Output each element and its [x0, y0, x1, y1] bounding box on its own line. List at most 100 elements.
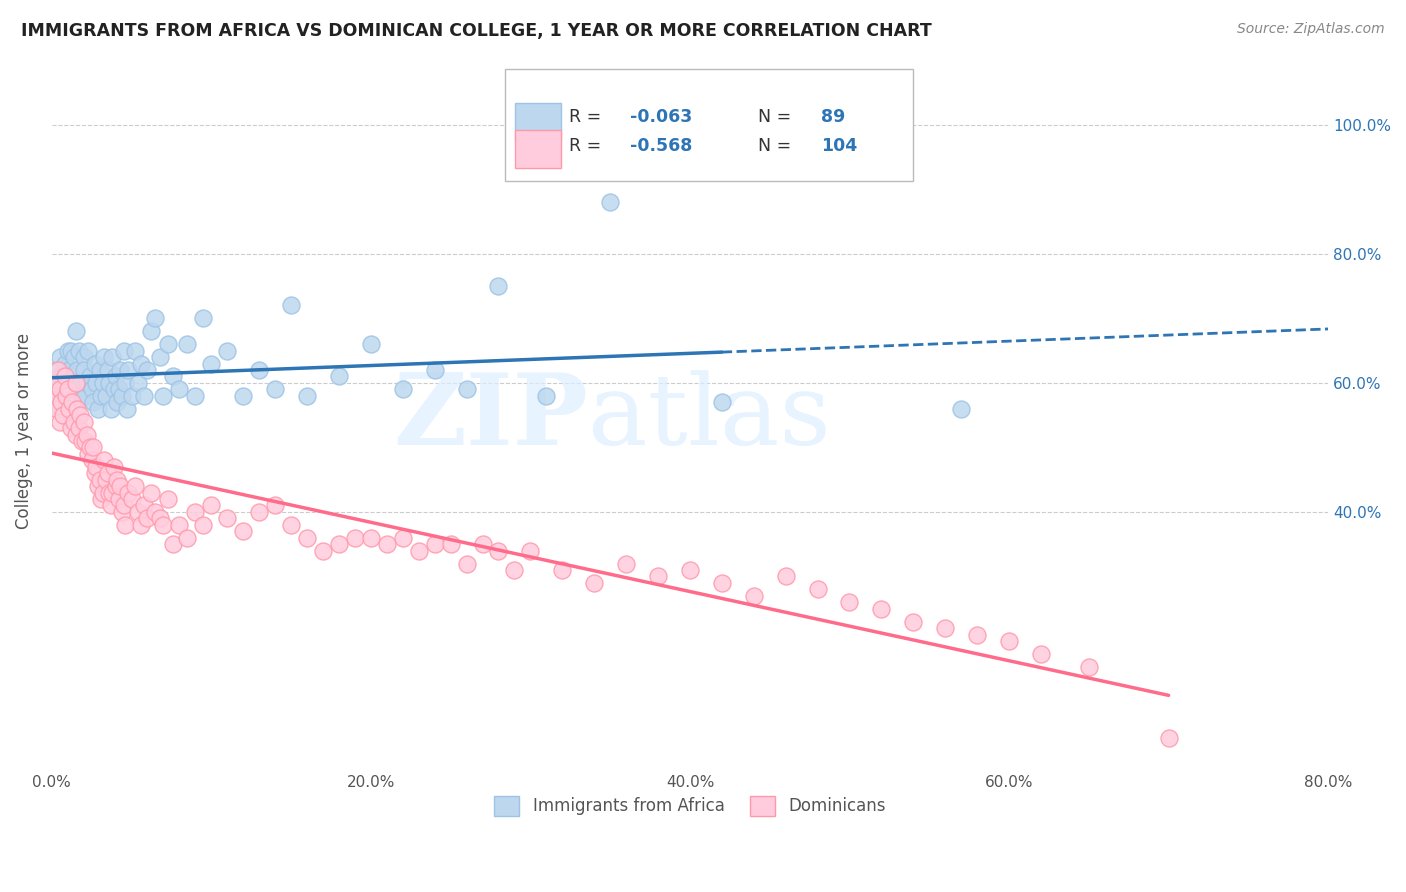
Point: [79, 369, 101, 384]
Point: [264, 499, 287, 513]
Text: R =: R =: [568, 137, 606, 155]
Point: [149, 350, 172, 364]
Point: [91, 485, 114, 500]
Point: [100, 499, 122, 513]
Point: [112, 343, 135, 358]
Point: [114, 376, 136, 390]
Point: [87, 401, 110, 416]
Point: [65, 324, 87, 338]
Point: [232, 389, 254, 403]
Point: [83, 467, 105, 481]
Point: [93, 453, 115, 467]
Point: [903, 615, 925, 629]
Point: [1029, 647, 1052, 661]
Point: [101, 350, 124, 364]
Point: [56, 382, 79, 396]
Point: [48, 415, 70, 429]
Point: [105, 395, 128, 409]
Point: [93, 350, 115, 364]
Point: [129, 517, 152, 532]
Y-axis label: College, 1 year or more: College, 1 year or more: [15, 334, 32, 529]
Point: [97, 363, 120, 377]
Point: [77, 343, 100, 358]
Point: [62, 369, 84, 384]
Point: [232, 524, 254, 539]
Point: [966, 627, 988, 641]
Text: R =: R =: [568, 108, 606, 126]
Point: [423, 537, 446, 551]
Point: [52, 382, 75, 396]
Point: [391, 531, 413, 545]
Point: [114, 517, 136, 532]
Point: [53, 369, 76, 384]
Point: [1157, 731, 1180, 745]
Text: IMMIGRANTS FROM AFRICA VS DOMINICAN COLLEGE, 1 YEAR OR MORE CORRELATION CHART: IMMIGRANTS FROM AFRICA VS DOMINICAN COLL…: [21, 22, 932, 40]
Point: [65, 401, 87, 416]
Point: [51, 369, 73, 384]
Point: [536, 389, 558, 403]
Point: [328, 369, 350, 384]
Point: [55, 376, 77, 390]
Point: [408, 543, 430, 558]
FancyBboxPatch shape: [515, 130, 561, 169]
Point: [456, 557, 478, 571]
Point: [58, 363, 80, 377]
Point: [98, 376, 121, 390]
Point: [127, 376, 149, 390]
Point: [52, 408, 75, 422]
Point: [134, 499, 156, 513]
Point: [488, 279, 510, 293]
Point: [176, 531, 198, 545]
Point: [162, 537, 184, 551]
Point: [91, 376, 114, 390]
Point: [134, 389, 156, 403]
Point: [127, 505, 149, 519]
Point: [110, 363, 132, 377]
Point: [63, 415, 86, 429]
Point: [101, 485, 124, 500]
Point: [157, 491, 180, 506]
Point: [117, 363, 139, 377]
Point: [360, 337, 382, 351]
Point: [89, 363, 111, 377]
Point: [100, 401, 122, 416]
Point: [139, 485, 162, 500]
Point: [58, 401, 80, 416]
Point: [838, 595, 860, 609]
Point: [124, 343, 146, 358]
Point: [110, 479, 132, 493]
Point: [86, 376, 108, 390]
Point: [94, 389, 117, 403]
Point: [280, 517, 302, 532]
FancyBboxPatch shape: [515, 103, 561, 141]
Point: [139, 324, 162, 338]
Point: [87, 479, 110, 493]
Point: [129, 357, 152, 371]
Point: [48, 382, 70, 396]
Point: [614, 557, 637, 571]
Point: [80, 382, 103, 396]
Point: [66, 382, 89, 396]
Point: [157, 337, 180, 351]
Point: [328, 537, 350, 551]
Point: [162, 369, 184, 384]
Point: [66, 401, 89, 416]
Point: [488, 543, 510, 558]
Point: [103, 459, 125, 474]
Point: [65, 427, 87, 442]
Point: [104, 479, 127, 493]
Text: N =: N =: [758, 137, 796, 155]
Point: [375, 537, 398, 551]
Point: [51, 395, 73, 409]
Point: [80, 453, 103, 467]
Point: [145, 311, 167, 326]
Point: [217, 343, 239, 358]
Point: [70, 389, 93, 403]
Point: [42, 376, 65, 390]
Point: [48, 350, 70, 364]
Point: [98, 485, 121, 500]
Point: [647, 569, 669, 583]
Point: [456, 382, 478, 396]
Text: 104: 104: [821, 137, 858, 155]
Point: [136, 511, 159, 525]
